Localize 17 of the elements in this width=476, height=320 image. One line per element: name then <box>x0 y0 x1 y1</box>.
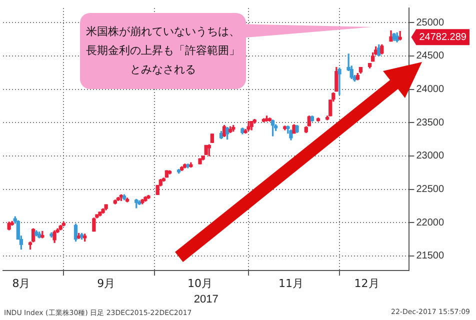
y-tick-label: 24500 <box>416 50 444 62</box>
y-tick-label: 23000 <box>416 150 444 162</box>
x-axis-title: 2017 <box>194 293 218 306</box>
text: 24782.289 <box>419 32 467 43</box>
y-tick-label: 22500 <box>416 184 444 196</box>
x-tick-label: 12月 <box>354 277 380 290</box>
candlestick <box>338 68 342 95</box>
y-tick-label: 23500 <box>416 117 444 128</box>
x-tick-label: 8月 <box>12 277 30 290</box>
y-tick-label: 22000 <box>416 217 444 228</box>
annotation: 米国株が崩れていないうちは、長期金利の上昇も「許容範囲」とみなされる <box>85 24 241 78</box>
x-tick-label: 9月 <box>97 277 116 290</box>
y-tick-label: 24000 <box>416 84 444 96</box>
x-tick-label: 10月 <box>188 277 213 290</box>
y-tick-label: 21500 <box>416 250 444 262</box>
x-tick-label: 11月 <box>278 277 304 290</box>
y-tick-label: 25000 <box>416 17 444 28</box>
